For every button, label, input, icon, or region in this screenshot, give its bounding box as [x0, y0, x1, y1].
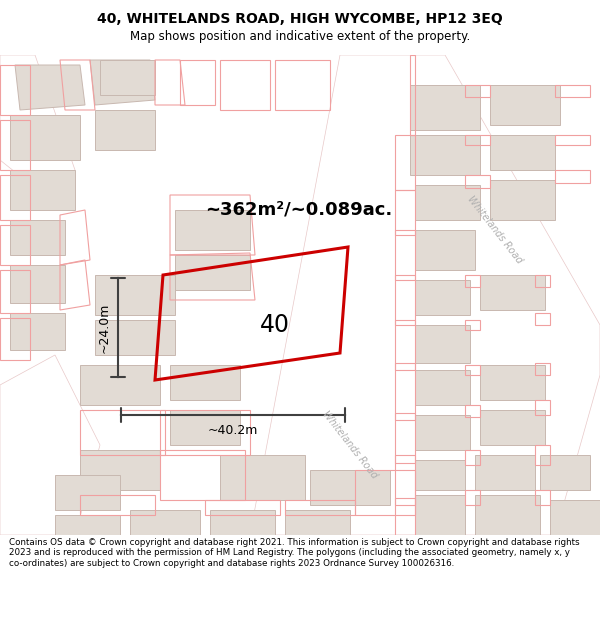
Polygon shape	[175, 255, 250, 290]
Polygon shape	[550, 500, 600, 535]
Text: Whitelands Road: Whitelands Road	[320, 409, 379, 481]
Polygon shape	[95, 110, 155, 150]
Polygon shape	[100, 60, 155, 95]
Polygon shape	[170, 410, 240, 445]
Polygon shape	[415, 370, 470, 405]
Polygon shape	[410, 135, 480, 175]
Polygon shape	[480, 410, 545, 445]
Polygon shape	[475, 455, 535, 490]
Polygon shape	[15, 65, 85, 110]
Polygon shape	[415, 495, 465, 535]
Polygon shape	[170, 365, 240, 400]
Polygon shape	[10, 313, 65, 350]
Text: ~40.2m: ~40.2m	[208, 424, 258, 436]
Polygon shape	[415, 415, 470, 450]
Polygon shape	[10, 265, 65, 303]
Polygon shape	[210, 510, 275, 535]
Polygon shape	[415, 185, 480, 220]
Polygon shape	[10, 170, 75, 210]
Polygon shape	[475, 495, 540, 535]
Polygon shape	[410, 85, 480, 130]
Polygon shape	[480, 275, 545, 310]
Polygon shape	[0, 55, 75, 200]
Polygon shape	[130, 510, 200, 535]
Text: ~362m²/~0.089ac.: ~362m²/~0.089ac.	[205, 201, 392, 219]
Polygon shape	[90, 60, 155, 105]
Polygon shape	[480, 365, 545, 400]
Text: Contains OS data © Crown copyright and database right 2021. This information is : Contains OS data © Crown copyright and d…	[9, 538, 580, 568]
Polygon shape	[490, 85, 560, 125]
Polygon shape	[80, 365, 160, 405]
Polygon shape	[95, 275, 175, 315]
Polygon shape	[175, 210, 250, 250]
Polygon shape	[415, 230, 475, 270]
Text: Map shows position and indicative extent of the property.: Map shows position and indicative extent…	[130, 30, 470, 43]
Polygon shape	[250, 55, 600, 535]
Polygon shape	[490, 135, 555, 170]
Polygon shape	[415, 325, 470, 363]
Polygon shape	[10, 220, 65, 255]
Polygon shape	[540, 455, 590, 490]
Text: ~24.0m: ~24.0m	[97, 302, 110, 352]
Polygon shape	[415, 280, 470, 315]
Polygon shape	[95, 320, 175, 355]
Polygon shape	[220, 455, 305, 500]
Polygon shape	[55, 515, 120, 535]
Polygon shape	[55, 475, 120, 510]
Polygon shape	[415, 460, 465, 490]
Text: 40: 40	[260, 313, 290, 337]
Polygon shape	[10, 115, 80, 160]
Polygon shape	[0, 355, 100, 535]
Polygon shape	[490, 180, 555, 220]
Text: Whitelands Road: Whitelands Road	[466, 194, 524, 266]
Polygon shape	[285, 510, 350, 535]
Text: 40, WHITELANDS ROAD, HIGH WYCOMBE, HP12 3EQ: 40, WHITELANDS ROAD, HIGH WYCOMBE, HP12 …	[97, 12, 503, 26]
Polygon shape	[310, 470, 390, 505]
Polygon shape	[80, 450, 160, 490]
